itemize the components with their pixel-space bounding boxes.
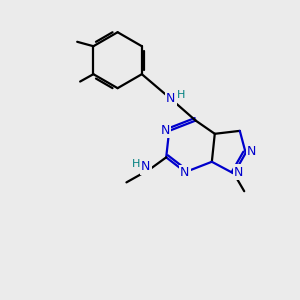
Text: N: N <box>180 166 189 179</box>
Text: N: N <box>141 160 150 173</box>
Text: H: H <box>132 159 140 169</box>
Text: N: N <box>247 145 256 158</box>
Text: N: N <box>166 92 175 105</box>
Text: N: N <box>160 124 170 137</box>
Text: H: H <box>177 90 185 100</box>
Text: N: N <box>234 166 243 178</box>
